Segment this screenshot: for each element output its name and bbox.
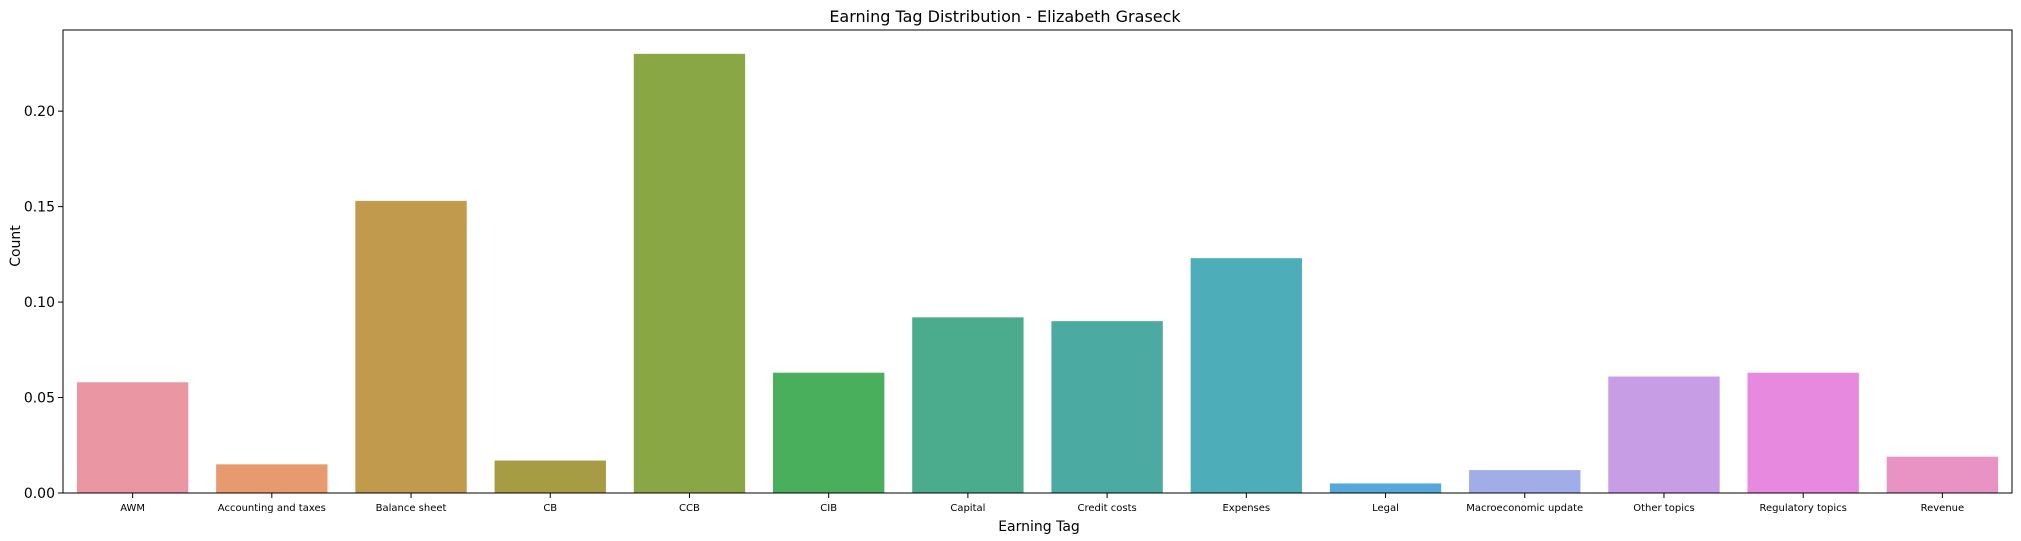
y-tick-label: 0.00 xyxy=(24,486,55,502)
x-tick-label: Legal xyxy=(1372,503,1399,514)
x-tick-label: Accounting and taxes xyxy=(218,503,326,514)
y-tick-label: 0.05 xyxy=(24,391,55,407)
x-axis-label: Earning Tag xyxy=(998,519,1080,535)
bar-capital xyxy=(912,317,1024,493)
bar-accounting-and-taxes xyxy=(216,464,328,493)
bar-credit-costs xyxy=(1051,321,1163,493)
bar-other-topics xyxy=(1608,376,1720,493)
x-tick-label: Capital xyxy=(950,503,985,514)
x-tick-label: Other topics xyxy=(1633,503,1694,514)
y-axis-label: Count xyxy=(8,225,24,267)
plot-frame xyxy=(62,29,2013,494)
x-tick-label: Regulatory topics xyxy=(1759,503,1846,514)
x-tick-label: CIB xyxy=(820,503,837,514)
x-tick-label: Expenses xyxy=(1222,503,1270,514)
bar-cb xyxy=(494,460,606,493)
y-tick-label: 0.15 xyxy=(24,200,55,216)
bar-regulatory-topics xyxy=(1747,372,1859,493)
x-tick-label: Credit costs xyxy=(1077,503,1136,514)
x-tick-label: Macroeconomic update xyxy=(1466,503,1583,514)
y-axis: 0.00 0.05 0.10 0.15 0.20 xyxy=(24,104,63,502)
x-tick-label: Revenue xyxy=(1921,503,1965,514)
bar-expenses xyxy=(1190,258,1303,493)
bar-awm xyxy=(76,382,189,493)
bar-revenue xyxy=(1886,456,1999,493)
x-tick-label: Balance sheet xyxy=(376,503,447,514)
bar-legal xyxy=(1329,483,1442,493)
x-tick-label: AWM xyxy=(120,503,145,514)
bar-macroeconomic-update xyxy=(1469,470,1581,493)
bar-ccb xyxy=(633,53,746,494)
chart-title: Earning Tag Distribution - Elizabeth Gra… xyxy=(829,7,1181,26)
x-tick-label: CB xyxy=(543,503,557,514)
bar-balance-sheet xyxy=(355,200,467,493)
bar-cib xyxy=(772,372,885,493)
y-tick-label: 0.20 xyxy=(24,104,55,120)
x-tick-label: CCB xyxy=(679,503,700,514)
y-tick-label: 0.10 xyxy=(24,295,55,311)
bars-group xyxy=(76,53,1999,494)
x-axis: AWM Accounting and taxes Balance sheet CB CC… xyxy=(120,493,1964,514)
